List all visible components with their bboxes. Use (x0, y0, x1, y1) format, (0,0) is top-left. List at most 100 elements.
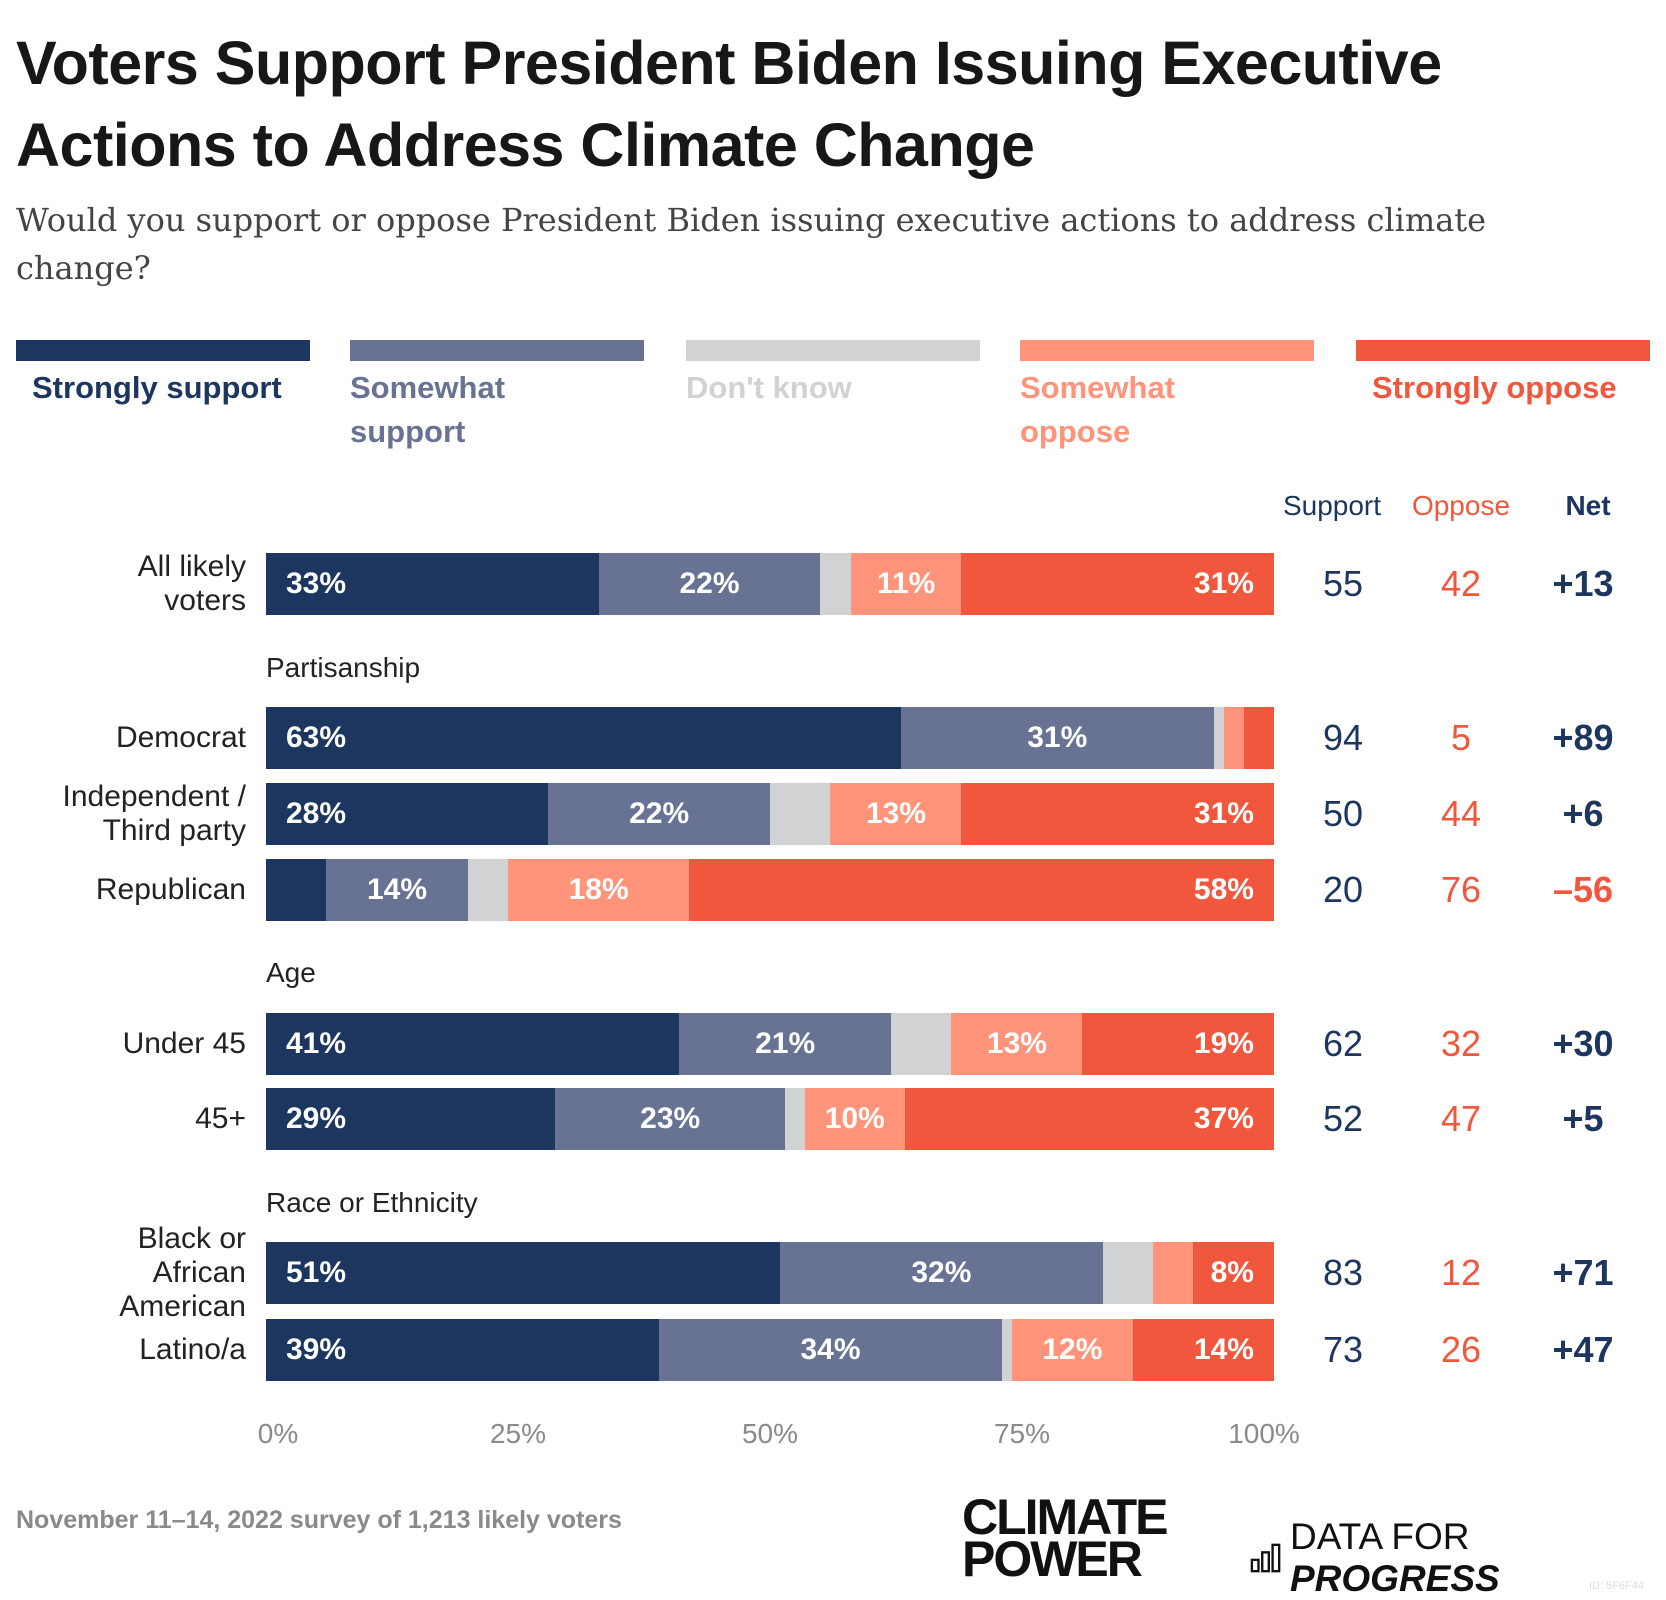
data-label: 51% (286, 1256, 347, 1289)
group-label: Race or Ethnicity (266, 1187, 478, 1218)
bar-row: 33% 22% 11% 31% (266, 553, 1274, 615)
row-label: Independent / Third party (62, 780, 246, 847)
data-label: 19% (1193, 1027, 1254, 1060)
data-label: 31% (1027, 721, 1088, 754)
data-label: 21% (755, 1027, 816, 1060)
group-label: Age (266, 957, 316, 988)
bar-segment-strongly-support: 39% (266, 1319, 660, 1381)
image-id: ID: 5F6F44 (1588, 1580, 1644, 1592)
value-oppose: 42 (1440, 563, 1482, 604)
bar-segment-strongly-oppose: 37% (904, 1088, 1274, 1150)
data-label: 63% (286, 721, 347, 754)
chart-subtitle: Would you support or oppose President Bi… (16, 201, 1487, 287)
value-net: +6 (1562, 793, 1604, 834)
bar-row: 29% 23% 10% 37% (266, 1088, 1274, 1150)
data-label: 14% (366, 873, 428, 906)
bar-segment-strongly-support: 28% (266, 783, 549, 845)
bar-segment-somewhat-support: 34% (659, 1319, 1002, 1381)
bar-segment-somewhat-oppose: 12% (1011, 1319, 1133, 1381)
data-label: 12% (1042, 1333, 1103, 1366)
bar-segment-dont-know (769, 783, 831, 845)
bar-segment-somewhat-support: 14% (326, 859, 468, 921)
bar-segment-strongly-oppose (1243, 707, 1274, 769)
column-header-net: Net (1565, 490, 1611, 521)
column-header-support: Support (1282, 490, 1382, 521)
data-label: 39% (286, 1333, 347, 1366)
data-label: 41% (286, 1027, 347, 1060)
value-oppose: 44 (1440, 793, 1482, 834)
data-label: 22% (679, 567, 740, 600)
group-label: Partisanship (266, 652, 421, 683)
climate-power-logo: CLIMATE POWER (962, 1489, 1168, 1587)
data-label: 29% (286, 1102, 347, 1135)
bar-segment-strongly-oppose: 8% (1193, 1242, 1274, 1304)
data-label: 31% (1193, 797, 1254, 830)
bar-row: 14% 18% 58% (266, 859, 1274, 921)
value-support: 73 (1322, 1329, 1364, 1370)
bar-segment-dont-know (1102, 1242, 1154, 1304)
row-label: Black or African American (119, 1222, 246, 1323)
data-label: 8% (1210, 1256, 1254, 1289)
bar-row: 39% 34% 12% 14% (266, 1319, 1274, 1381)
bar-row: 28% 22% 13% 31% (266, 783, 1274, 845)
data-for-progress-logo: DATA FOR PROGRESS (1250, 1516, 1666, 1600)
bar-segment-strongly-support: 41% (266, 1013, 680, 1075)
bar-segment-somewhat-support: 22% (548, 783, 770, 845)
bar-segment-strongly-oppose: 14% (1132, 1319, 1274, 1381)
data-label: 28% (286, 797, 347, 830)
legend-swatch-somewhat-support (350, 340, 644, 361)
legend-swatch-somewhat-oppose (1020, 340, 1314, 361)
bar-segment-somewhat-support: 31% (901, 707, 1214, 769)
bar-row: 63% 31% (266, 707, 1274, 769)
value-net: +47 (1552, 1329, 1614, 1370)
bar-segment-strongly-oppose: 19% (1082, 1013, 1274, 1075)
value-net: +89 (1552, 717, 1614, 758)
row-label: Latino/a (139, 1333, 246, 1366)
data-label: 23% (640, 1102, 701, 1135)
bar-segment-dont-know (820, 553, 851, 615)
data-label: 32% (911, 1256, 972, 1289)
value-oppose: 12 (1440, 1252, 1482, 1293)
bar-segment-somewhat-oppose: 13% (951, 1013, 1083, 1075)
value-oppose: 32 (1440, 1023, 1482, 1064)
legend-label-somewhat-support: Somewhat support (350, 370, 506, 449)
value-support: 94 (1322, 717, 1364, 758)
value-net: +71 (1552, 1252, 1614, 1293)
row-label: Under 45 (122, 1027, 246, 1060)
bar-segment-somewhat-support: 21% (679, 1013, 891, 1075)
bar-chart-icon (1250, 1543, 1281, 1573)
x-tick-label: 25% (489, 1418, 547, 1449)
bar-segment-dont-know (1213, 707, 1224, 769)
value-support: 55 (1322, 563, 1364, 604)
data-label: 18% (568, 873, 629, 906)
value-support: 52 (1322, 1098, 1364, 1139)
legend-label-somewhat-oppose: Somewhat oppose (1020, 370, 1176, 449)
data-label: 33% (286, 567, 347, 600)
bar-segment-dont-know (890, 1013, 952, 1075)
x-tick-label: 50% (741, 1418, 799, 1449)
data-label: 34% (800, 1333, 861, 1366)
value-support: 50 (1322, 793, 1364, 834)
data-label: 14% (1193, 1333, 1254, 1366)
value-support: 62 (1322, 1023, 1364, 1064)
bar-segment-strongly-oppose: 58% (689, 859, 1274, 921)
x-tick-label: 0% (257, 1418, 299, 1449)
bar-segment-somewhat-oppose: 11% (850, 553, 962, 615)
legend-label-dont-know: Don't know (686, 370, 852, 405)
bar-row: 41% 21% 13% 19% (266, 1013, 1274, 1075)
bar-segment-somewhat-oppose (1223, 707, 1244, 769)
chart-title: Voters Support President Biden Issuing E… (16, 29, 1442, 179)
bar-row: 51% 32% 8% (266, 1242, 1274, 1304)
row-label: All likely voters (137, 550, 246, 617)
bar-segment-somewhat-oppose: 10% (804, 1088, 905, 1150)
bar-segment-somewhat-support: 22% (598, 553, 821, 615)
bar-segment-somewhat-support: 23% (555, 1088, 785, 1150)
value-oppose: 5 (1450, 717, 1472, 758)
value-support: 83 (1322, 1252, 1364, 1293)
footnote: November 11–14, 2022 survey of 1,213 lik… (16, 1506, 622, 1534)
x-tick-label: 75% (993, 1418, 1051, 1449)
bar-segment-somewhat-support: 32% (780, 1242, 1103, 1304)
data-label: 13% (986, 1027, 1047, 1060)
data-label: 31% (1193, 567, 1254, 600)
bar-segment-strongly-oppose: 31% (961, 553, 1274, 615)
